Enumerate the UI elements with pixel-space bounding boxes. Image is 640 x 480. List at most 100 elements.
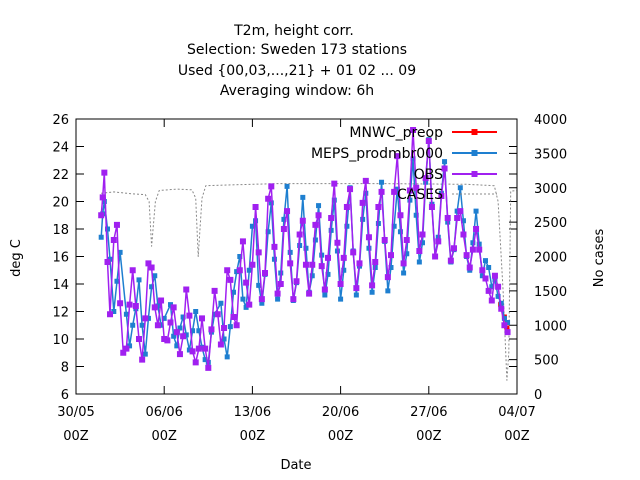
data-point-meps-prodmbr000	[186, 347, 192, 353]
data-point-obs	[381, 237, 388, 243]
data-point-meps-prodmbr000	[123, 311, 129, 317]
data-point-meps-prodmbr000	[505, 320, 511, 325]
data-point-obs	[491, 272, 498, 279]
x-tick-label: 30/05	[57, 405, 94, 420]
data-point-obs	[195, 345, 202, 352]
data-point-meps-prodmbr000	[476, 241, 482, 247]
data-point-obs	[482, 275, 489, 282]
data-point-meps-prodmbr000	[442, 159, 448, 165]
series-obs	[98, 127, 511, 371]
data-point-obs	[302, 261, 309, 268]
data-point-meps-prodmbr000	[300, 194, 306, 200]
data-point-obs	[413, 184, 420, 191]
data-point-meps-prodmbr000	[391, 223, 397, 229]
data-point-meps-prodmbr000	[117, 249, 123, 255]
data-point-obs	[312, 221, 319, 228]
data-point-obs	[148, 264, 155, 271]
data-point-obs	[227, 276, 234, 283]
data-point-obs	[444, 215, 451, 221]
data-point-meps-prodmbr000	[183, 332, 189, 338]
data-point-meps-prodmbr000	[142, 351, 148, 357]
data-point-obs	[211, 287, 218, 294]
data-point-meps-prodmbr000	[249, 223, 255, 229]
data-point-obs	[476, 246, 483, 253]
series-layer	[98, 127, 518, 381]
data-point-obs	[422, 175, 429, 182]
y-axis-label: deg C	[9, 239, 24, 277]
data-point-obs	[447, 257, 454, 264]
data-point-meps-prodmbr000	[149, 284, 155, 290]
data-point-meps-prodmbr000	[353, 292, 359, 298]
data-point-obs	[98, 212, 105, 219]
data-point-obs	[463, 252, 470, 259]
data-point-obs	[353, 285, 360, 292]
data-point-obs	[485, 287, 492, 294]
data-point-meps-prodmbr000	[460, 218, 466, 224]
x-axis-label: Date	[280, 458, 311, 473]
data-point-obs	[400, 260, 407, 267]
data-point-obs	[331, 180, 338, 187]
data-point-obs	[107, 311, 114, 318]
data-point-meps-prodmbr000	[130, 322, 136, 328]
y2-tick-label: 4000	[534, 113, 567, 128]
data-point-obs	[438, 193, 445, 199]
data-point-obs	[110, 237, 117, 243]
data-point-obs	[309, 261, 316, 268]
data-point-obs	[161, 336, 168, 342]
y2-tick-label: 500	[534, 354, 559, 369]
data-point-meps-prodmbr000	[268, 200, 274, 206]
data-point-obs	[359, 199, 366, 206]
data-point-meps-prodmbr000	[271, 256, 277, 262]
y-tick-label: 10	[52, 333, 69, 348]
data-point-meps-prodmbr000	[483, 258, 488, 264]
legend: MNWC_preop MEPS_prodmbr000 OBS CASES	[311, 125, 497, 203]
data-point-obs	[318, 263, 325, 270]
data-point-obs	[315, 212, 322, 219]
data-point-obs	[321, 286, 328, 293]
data-point-obs	[394, 153, 401, 160]
data-point-obs	[154, 322, 161, 329]
y2-tick-label: 3000	[534, 182, 567, 197]
data-point-meps-prodmbr000	[152, 273, 158, 279]
data-point-obs	[176, 351, 183, 358]
data-point-obs	[343, 204, 350, 210]
x-tick-label: 04/07	[498, 405, 535, 420]
data-point-meps-prodmbr000	[312, 237, 318, 243]
data-point-obs	[466, 264, 473, 271]
data-point-obs	[328, 215, 335, 221]
data-point-obs	[334, 239, 341, 246]
y2-tick-label: 2500	[534, 216, 567, 231]
data-point-obs	[214, 311, 221, 318]
data-point-obs	[340, 254, 347, 261]
data-point-meps-prodmbr000	[457, 185, 463, 191]
data-point-meps-prodmbr000	[161, 315, 167, 321]
data-point-obs	[397, 212, 404, 219]
data-point-obs	[432, 253, 439, 260]
legend-label-meps-prodmbr000: MEPS_prodmbr000	[311, 146, 443, 162]
data-point-meps-prodmbr000	[114, 278, 120, 284]
data-point-obs	[99, 194, 106, 201]
data-point-obs	[356, 260, 363, 267]
data-point-meps-prodmbr000	[473, 208, 479, 214]
data-point-obs	[221, 325, 228, 331]
data-point-meps-prodmbr000	[224, 354, 230, 360]
data-point-meps-prodmbr000	[331, 197, 337, 203]
data-point-meps-prodmbr000	[328, 227, 334, 233]
data-point-obs	[384, 274, 391, 281]
data-point-obs	[151, 304, 158, 311]
data-point-meps-prodmbr000	[479, 273, 485, 279]
data-point-obs	[479, 267, 486, 274]
data-point-meps-prodmbr000	[101, 199, 107, 204]
data-point-meps-prodmbr000	[158, 322, 164, 328]
y2-tick-label: 3500	[534, 147, 567, 162]
data-point-meps-prodmbr000	[413, 212, 419, 218]
title-line-2: Selection: Sweden 173 stations	[187, 42, 407, 58]
legend-marker-obs	[471, 171, 478, 177]
data-point-meps-prodmbr000	[284, 183, 290, 189]
chart-title: T2m, height corr. Selection: Sweden 173 …	[178, 23, 416, 99]
data-point-obs	[158, 297, 165, 304]
legend-label-mnwc-preop: MNWC_preop	[349, 125, 443, 141]
x-tick-label: 06/06	[145, 405, 182, 420]
data-point-obs	[208, 326, 215, 333]
data-point-obs	[139, 356, 146, 363]
